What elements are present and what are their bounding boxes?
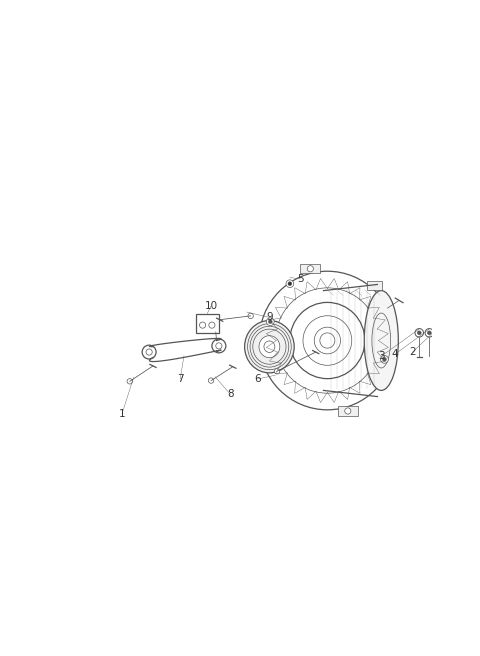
Circle shape (248, 313, 253, 319)
Text: 3: 3 (378, 351, 385, 361)
Circle shape (345, 408, 351, 414)
Circle shape (288, 282, 292, 285)
Circle shape (439, 327, 444, 331)
Circle shape (286, 280, 294, 287)
Text: 5: 5 (297, 274, 303, 284)
Text: 8: 8 (227, 390, 234, 400)
FancyBboxPatch shape (338, 405, 358, 417)
Circle shape (212, 339, 226, 353)
Ellipse shape (364, 291, 398, 390)
Circle shape (266, 318, 274, 325)
Circle shape (268, 319, 272, 323)
Circle shape (427, 331, 431, 335)
FancyBboxPatch shape (367, 281, 382, 290)
FancyBboxPatch shape (196, 314, 219, 333)
Circle shape (142, 345, 156, 359)
Text: 2: 2 (409, 347, 416, 357)
Ellipse shape (314, 327, 340, 354)
FancyBboxPatch shape (300, 264, 321, 274)
Text: 7: 7 (177, 374, 183, 384)
Ellipse shape (245, 321, 294, 373)
Text: 4: 4 (392, 350, 398, 359)
Circle shape (417, 331, 421, 335)
Text: 10: 10 (204, 301, 218, 311)
Text: 9: 9 (266, 312, 273, 322)
Text: 6: 6 (254, 374, 261, 384)
Circle shape (127, 379, 132, 384)
Circle shape (208, 378, 214, 383)
Circle shape (381, 356, 388, 363)
Circle shape (274, 369, 280, 374)
Text: 1: 1 (119, 409, 125, 419)
Ellipse shape (259, 336, 280, 358)
Circle shape (307, 266, 313, 272)
Circle shape (383, 358, 386, 361)
